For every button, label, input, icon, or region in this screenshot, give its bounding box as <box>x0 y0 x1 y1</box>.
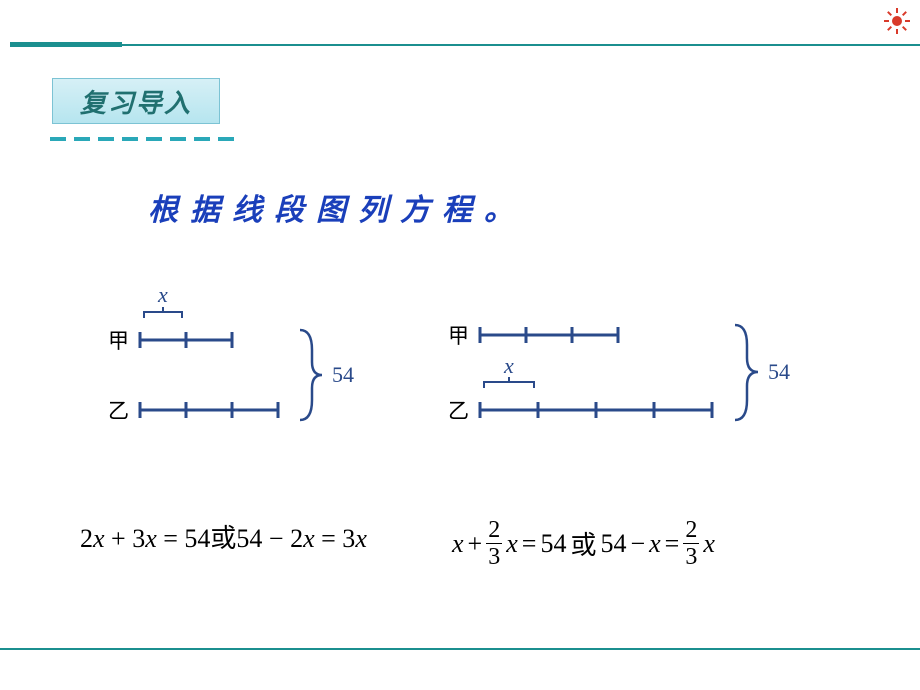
top-accent-thin <box>122 44 920 46</box>
total-label: 54 <box>332 362 354 387</box>
segment-diagram-left: x 甲 乙 54 <box>100 280 400 455</box>
bottom-accent-line <box>0 648 920 650</box>
equation-left: 2x + 3x = 54或54 − 2x = 3x <box>80 518 367 555</box>
var-x-label: x <box>157 282 168 307</box>
instruction-text: 根据线段图列方程。 <box>148 185 526 229</box>
total-label: 54 <box>768 359 790 384</box>
yi-label: 乙 <box>108 399 129 423</box>
top-accent-thick <box>10 42 122 47</box>
jia-label: 甲 <box>448 324 469 348</box>
section-header-label: 复习导入 <box>80 83 192 120</box>
jia-label: 甲 <box>108 329 129 353</box>
yi-label: 乙 <box>448 399 469 423</box>
header-underline-dashes <box>50 135 240 145</box>
section-header: 复习导入 <box>52 78 220 124</box>
segment-diagram-right: x 甲 乙 54 <box>440 280 830 455</box>
equation-right: x + 23 x = 54 或 54 − x = 23 x <box>450 518 717 569</box>
sun-icon <box>882 6 912 36</box>
var-x-label: x <box>503 353 514 378</box>
